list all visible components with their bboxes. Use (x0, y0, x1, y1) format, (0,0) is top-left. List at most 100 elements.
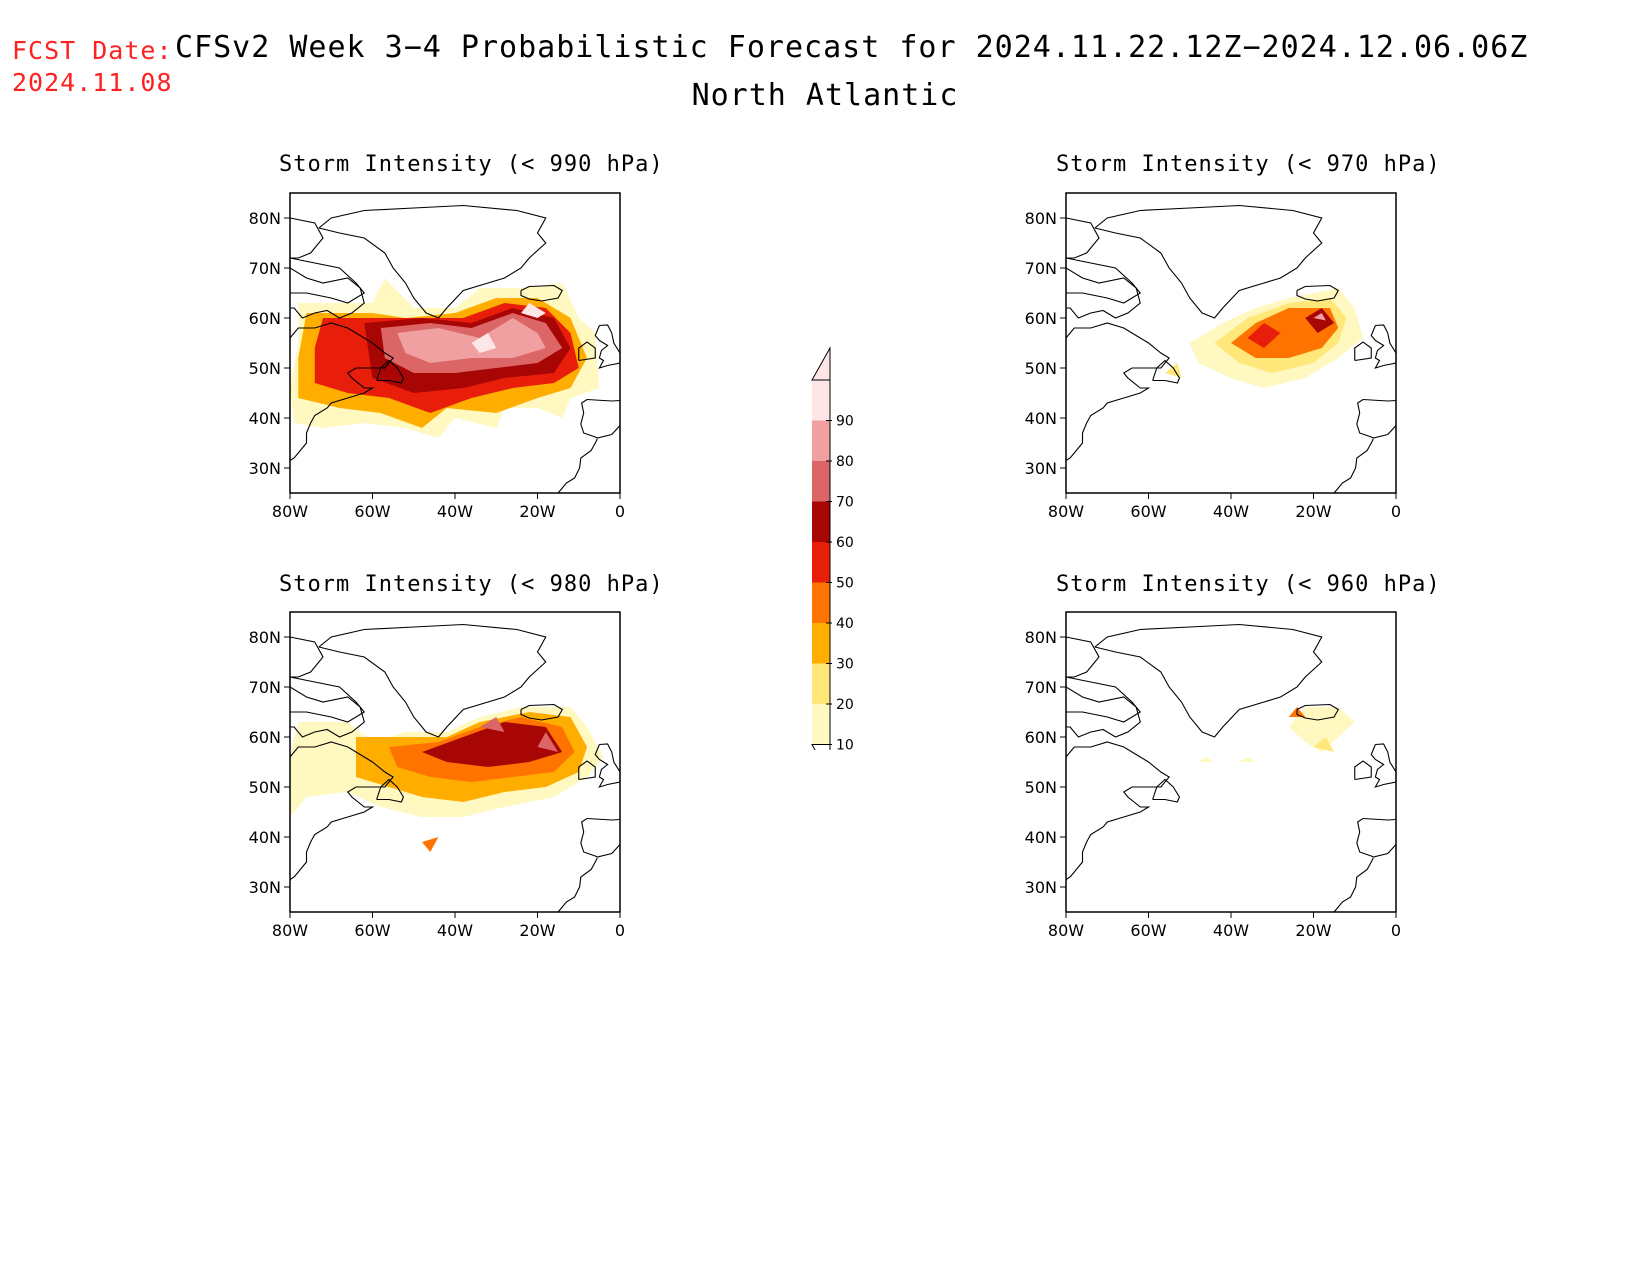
lat-tick-label: 40N (1025, 828, 1057, 847)
probability-contour-70 (479, 717, 505, 732)
lon-tick-label: 20W (519, 921, 555, 940)
coastline (1296, 284, 1339, 302)
colorbar-segment (812, 461, 830, 502)
lat-tick-label: 70N (1025, 678, 1057, 697)
lon-tick-label: 40W (437, 921, 473, 940)
colorbar-segment (812, 623, 830, 664)
colorbar-segment (812, 380, 830, 421)
probability-colorbar: 10 20 30 40 50 60 70 80 90 (811, 346, 854, 751)
lat-tick-label: 40N (1025, 409, 1057, 428)
coastline (580, 817, 621, 858)
lon-tick-label: 80W (272, 502, 308, 521)
lat-tick-label: 50N (249, 359, 281, 378)
coastlines (1065, 204, 1397, 494)
probability-fill (1165, 288, 1363, 388)
region-subtitle: North Atlantic (691, 78, 959, 113)
map-frame (1065, 611, 1397, 913)
lon-tick-label: 20W (1295, 502, 1331, 521)
probability-contour-20 (1313, 737, 1335, 752)
probability-contour-90 (471, 333, 497, 353)
coastline (520, 284, 563, 302)
lat-tick-label: 30N (249, 878, 281, 897)
coastline (1356, 398, 1397, 439)
coastline (594, 324, 621, 369)
lat-tick-label: 60N (249, 309, 281, 328)
lat-tick-label: 50N (1025, 359, 1057, 378)
coastline (376, 778, 405, 803)
coastline (289, 676, 366, 723)
lat-tick-label: 80N (249, 628, 281, 647)
coastline (1065, 217, 1141, 319)
probability-fill (1198, 707, 1355, 762)
coastline (1370, 324, 1397, 369)
coastline (578, 341, 596, 362)
lon-tick-label: 80W (272, 921, 308, 940)
coastline (1065, 636, 1141, 738)
colorbar-label: 10 (836, 738, 854, 751)
lat-tick-label: 60N (249, 728, 281, 747)
coastline (1065, 676, 1142, 723)
probability-fill (290, 707, 604, 852)
lat-tick-label: 70N (1025, 259, 1057, 278)
colorbar-segment (812, 704, 830, 745)
coastline (1152, 359, 1181, 384)
map-panel-990hpa: 80N 70N 60N 50N 40N 30N 80W 60W 40W 20W 0 (249, 192, 625, 521)
coastline (289, 322, 394, 461)
lat-tick-label: 50N (1025, 778, 1057, 797)
lon-tick-label: 0 (1391, 502, 1401, 521)
probability-fill (290, 278, 600, 438)
lat-tick-label: 70N (249, 678, 281, 697)
coastlines (289, 204, 621, 494)
coastline (1356, 817, 1397, 858)
lon-tick-label: 0 (615, 502, 625, 521)
lon-tick-label: 40W (437, 502, 473, 521)
coastline (1354, 760, 1372, 781)
lon-tick-label: 60W (1130, 921, 1166, 940)
probability-contour-90 (521, 303, 546, 318)
lon-tick-label: 80W (1048, 921, 1084, 940)
probability-contour-50 (1247, 323, 1281, 348)
coastline (289, 741, 394, 880)
colorbar-label: 80 (836, 454, 854, 470)
lat-tick-label: 40N (249, 828, 281, 847)
lat-tick-label: 60N (1025, 728, 1057, 747)
lon-tick-label: 0 (615, 921, 625, 940)
probability-contour-60 (1305, 308, 1335, 333)
colorbar-top-arrow (811, 346, 831, 381)
coastline (1065, 741, 1170, 880)
probability-contour-20 (1165, 363, 1182, 378)
colorbar-segment (812, 501, 830, 542)
lon-tick-label: 20W (1295, 921, 1331, 940)
panel-title-970: Storm Intensity (< 970 hPa) (1056, 152, 1441, 177)
forecast-date-value: 2024.11.08 (12, 68, 173, 97)
colorbar-label: 20 (836, 697, 854, 713)
lon-tick-label: 60W (354, 502, 390, 521)
coastline (289, 257, 366, 304)
coastline (557, 857, 598, 913)
lon-tick-label: 80W (1048, 502, 1084, 521)
coastline (520, 703, 563, 721)
coastline (580, 398, 621, 439)
colorbar-label: 40 (836, 616, 854, 632)
colorbar-label: 30 (836, 657, 854, 673)
lat-tick-label: 80N (1025, 209, 1057, 228)
lat-tick-label: 30N (249, 459, 281, 478)
colorbar-segment (812, 542, 830, 583)
coastline (594, 743, 621, 788)
coastline (1152, 778, 1181, 803)
map-panel-980hpa: 80N 70N 60N 50N 40N 30N 80W 60W 40W 20W 0 (249, 611, 625, 940)
lon-tick-label: 20W (519, 502, 555, 521)
lat-tick-label: 80N (249, 209, 281, 228)
colorbar-segment (812, 663, 830, 704)
coastline (1333, 438, 1374, 494)
lat-tick-label: 30N (1025, 459, 1057, 478)
coastline (289, 636, 365, 738)
colorbar-bottom-arrow (811, 744, 831, 750)
coastlines (1065, 623, 1397, 913)
coastline (318, 204, 547, 319)
coastline (1370, 743, 1397, 788)
lon-tick-label: 40W (1213, 502, 1249, 521)
lat-tick-label: 80N (1025, 628, 1057, 647)
coastline (1065, 322, 1170, 461)
forecast-date-label: FCST Date: (12, 36, 173, 65)
